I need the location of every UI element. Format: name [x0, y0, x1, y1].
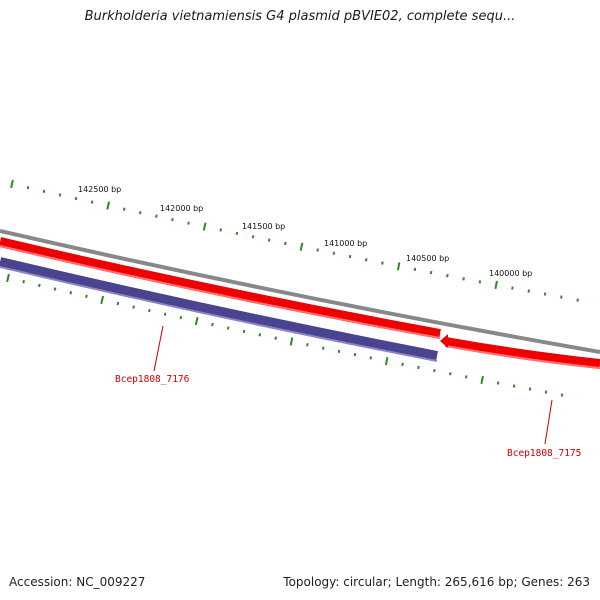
- ruler-tick: [396, 262, 401, 271]
- ruler-tick: [433, 368, 436, 373]
- ruler-tick: [496, 381, 500, 385]
- ruler-tick: [267, 238, 271, 242]
- outer-tick-ring: [10, 179, 579, 302]
- ruler-tick: [274, 336, 277, 340]
- ruler-tick: [446, 274, 449, 278]
- ruler-tick: [187, 221, 190, 225]
- ruler-tick: [90, 200, 94, 204]
- ruler-tick: [353, 352, 357, 357]
- ruler-label: 140500 bp: [406, 254, 449, 263]
- ruler-tick: [132, 305, 135, 309]
- ruler-tick: [284, 241, 287, 246]
- ruler-tick: [364, 258, 368, 262]
- ruler-label: 141500 bp: [242, 222, 285, 231]
- ruler-tick: [6, 273, 10, 283]
- ruler-tick: [480, 375, 484, 385]
- ruler-tick: [413, 267, 417, 272]
- ruler-tick: [194, 316, 199, 326]
- gene-arc-forward-right-highlight: [445, 345, 600, 369]
- ruler-tick: [10, 179, 14, 189]
- ruler-tick: [226, 326, 230, 330]
- accession-text: Accession: NC_009227: [9, 575, 146, 589]
- ruler-tick: [337, 349, 341, 354]
- ruler-tick: [242, 329, 246, 334]
- ruler-tick: [321, 346, 325, 350]
- ruler-tick: [116, 301, 120, 306]
- ruler-tick: [543, 292, 547, 296]
- map-title: Burkholderia vietnamiensis G4 plasmid pB…: [84, 9, 516, 24]
- gene-label[interactable]: Bcep1808_7175: [507, 448, 581, 459]
- gene-label[interactable]: Bcep1808_7176: [115, 374, 190, 385]
- ruler-tick: [576, 298, 579, 302]
- ruler-label: 141000 bp: [324, 239, 367, 248]
- ruler-tick: [179, 315, 183, 320]
- ruler-label: 142000 bp: [160, 204, 203, 213]
- ruler-tick: [369, 356, 373, 360]
- ruler-tick: [289, 337, 294, 346]
- ruler-tick: [348, 254, 352, 259]
- ruler-tick: [560, 393, 564, 397]
- ruler-tick: [332, 251, 336, 255]
- ruler-tick: [251, 235, 255, 239]
- inner-tick-ring: [6, 273, 564, 397]
- topology-summary: Topology: circular; Length: 265,616 bp; …: [283, 575, 590, 589]
- gene-arc-forward-left-highlight: [0, 245, 441, 339]
- ruler-tick: [512, 384, 516, 388]
- gene-arc-reverse-highlight: [0, 266, 438, 362]
- ruler-tick: [494, 280, 498, 290]
- gene-arc-forward-right: [445, 337, 600, 369]
- ruler-tick: [58, 193, 62, 197]
- ruler-tick: [106, 201, 111, 210]
- ruler-tick: [316, 248, 319, 252]
- ruler-tick: [100, 295, 105, 305]
- ruler-label: 142500 bp: [78, 185, 121, 194]
- ruler-tick: [401, 362, 404, 366]
- ruler-tick: [511, 286, 514, 290]
- ruler-tick: [69, 291, 73, 295]
- ruler-tick: [528, 387, 532, 391]
- ruler-tick: [171, 217, 174, 222]
- ruler-tick: [381, 261, 384, 265]
- ruler-tick: [417, 365, 420, 370]
- ruler-tick: [85, 294, 88, 299]
- ruler-tick: [148, 308, 151, 313]
- ruler-tick: [138, 211, 142, 215]
- ruler-tick: [464, 375, 468, 379]
- ruler-tick: [22, 280, 25, 284]
- ruler-tick: [449, 372, 452, 376]
- ruler-tick: [26, 185, 30, 190]
- ruler-tick: [544, 390, 548, 394]
- ruler-tick: [219, 228, 223, 232]
- ruler-tick: [258, 333, 262, 337]
- ruler-tick: [462, 277, 465, 281]
- ruler-tick: [122, 207, 126, 211]
- ruler-tick: [478, 280, 482, 284]
- gene-callout-line: [153, 325, 164, 372]
- ruler-tick: [42, 189, 46, 193]
- ruler-tick: [384, 356, 389, 366]
- ruler-tick: [560, 295, 563, 299]
- ruler-tick: [53, 287, 57, 291]
- gene-arrowhead: [440, 334, 448, 348]
- ruler-tick: [202, 222, 207, 231]
- ruler-tick: [155, 214, 158, 218]
- gene-arc-reverse: [0, 257, 438, 361]
- ruler-tick: [306, 343, 309, 347]
- ruler-tick: [235, 231, 239, 236]
- ruler-tick: [211, 322, 214, 327]
- ruler-label: 140000 bp: [489, 269, 532, 278]
- gene-callout-line: [544, 399, 553, 445]
- ruler-tick: [38, 283, 41, 288]
- ruler-tick: [163, 312, 167, 316]
- gene-arc-forward-left: [0, 237, 441, 339]
- ruler-tick: [527, 289, 530, 293]
- ruler-tick: [299, 242, 304, 251]
- ruler-tick: [429, 270, 433, 275]
- sequence-backbone: [0, 229, 600, 354]
- ruler-tick: [74, 196, 78, 201]
